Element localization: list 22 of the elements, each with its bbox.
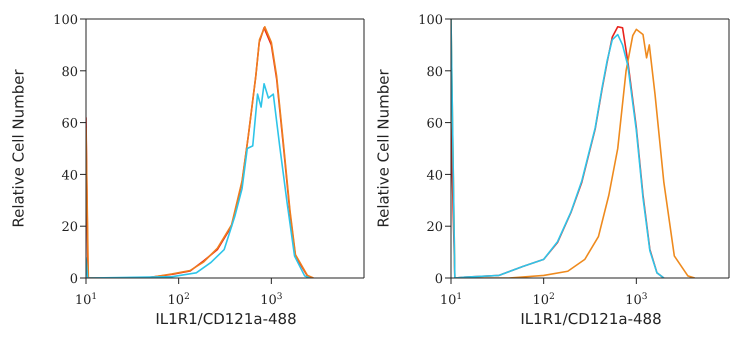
y-tick-label: 20 [426,220,443,236]
x-tick-label: 10$^{2}$ [532,292,555,308]
y-tick-label: 0 [70,272,78,287]
y-tick-label: 100 [53,13,78,28]
x-axis-title: IL1R1/CD121a-488 [154,310,298,328]
y-tick-label: 100 [418,13,443,28]
y-tick-label: 60 [61,116,78,132]
x-tick-label: 10$^{3}$ [625,292,648,308]
x-tick-label: 10$^{2}$ [168,292,190,308]
x-axis-title: IL1R1/CD121a-488 [519,310,663,328]
x-tick-label: 10$^{1}$ [74,292,98,308]
y-tick-label: 0 [434,272,443,287]
y-tick-label: 40 [61,168,78,184]
x-tick-label: 10$^{1}$ [440,292,462,308]
y-tick-label: 60 [426,116,443,132]
y-tick-label: 20 [61,220,78,236]
y-tick-label: 80 [61,64,78,80]
y-axis-title: Relative Cell Number [9,68,28,228]
y-tick-label: 40 [426,168,443,184]
y-tick-label: 80 [426,64,443,80]
x-tick-label: 10$^{3}$ [260,292,283,308]
y-axis-title: Relative Cell Number [374,68,392,228]
